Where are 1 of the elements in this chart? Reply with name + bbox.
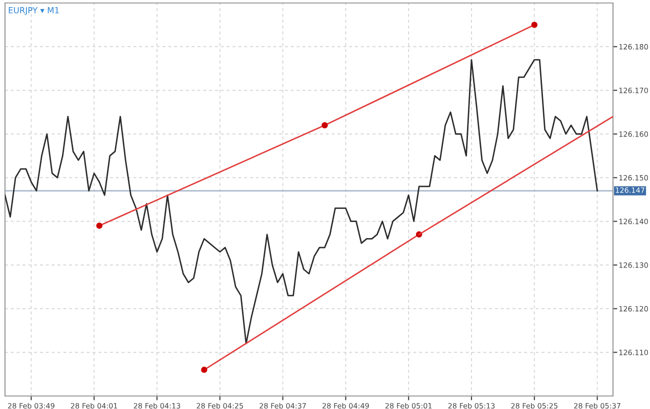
chart-title: EURJPY ▾ M1 bbox=[8, 7, 59, 15]
